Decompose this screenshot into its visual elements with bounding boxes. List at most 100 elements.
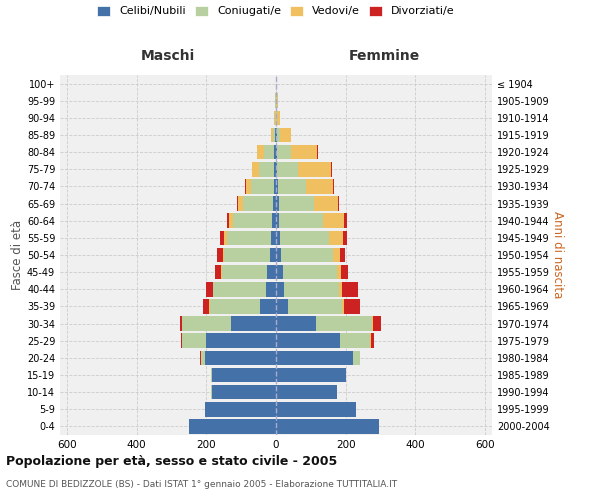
Bar [276, 385, 337, 400]
Bar [205, 402, 276, 416]
Bar [222, 265, 267, 280]
Bar [283, 265, 337, 280]
Bar [331, 162, 332, 176]
Bar [274, 145, 276, 160]
Bar [274, 162, 276, 176]
Text: Maschi: Maschi [141, 49, 195, 63]
Bar [277, 94, 278, 108]
Bar [251, 179, 274, 194]
Bar [316, 316, 372, 331]
Bar [271, 230, 276, 245]
Bar [338, 196, 339, 211]
Bar [212, 282, 213, 296]
Bar [229, 214, 233, 228]
Bar [238, 196, 243, 211]
Bar [276, 316, 316, 331]
Bar [344, 299, 359, 314]
Bar [227, 214, 229, 228]
Bar [340, 248, 344, 262]
Bar [215, 265, 221, 280]
Bar [373, 316, 381, 331]
Bar [231, 316, 276, 331]
Bar [277, 162, 298, 176]
Bar [342, 299, 344, 314]
Bar [223, 248, 224, 262]
Bar [340, 282, 342, 296]
Bar [276, 368, 346, 382]
Bar [371, 334, 374, 348]
Bar [270, 248, 276, 262]
Bar [276, 145, 277, 160]
Bar [206, 334, 276, 348]
Bar [281, 248, 334, 262]
Bar [276, 179, 278, 194]
Bar [337, 265, 341, 280]
Bar [274, 110, 275, 125]
Bar [276, 230, 280, 245]
Bar [182, 334, 206, 348]
Bar [224, 248, 270, 262]
Bar [276, 350, 353, 365]
Bar [251, 162, 259, 176]
Legend: Celibi/Nubili, Coniugati/e, Vedovi/e, Divorziati/e: Celibi/Nubili, Coniugati/e, Vedovi/e, Di… [97, 6, 455, 16]
Bar [272, 128, 275, 142]
Bar [221, 265, 222, 280]
Bar [353, 350, 359, 365]
Bar [372, 316, 373, 331]
Bar [276, 334, 340, 348]
Bar [182, 316, 231, 331]
Bar [291, 145, 317, 160]
Bar [280, 214, 323, 228]
Y-axis label: Anni di nascita: Anni di nascita [551, 212, 563, 298]
Bar [212, 385, 276, 400]
Bar [189, 419, 276, 434]
Bar [276, 419, 379, 434]
Bar [220, 230, 224, 245]
Bar [213, 282, 266, 296]
Y-axis label: Fasce di età: Fasce di età [11, 220, 24, 290]
Bar [276, 282, 284, 296]
Text: Femmine: Femmine [349, 49, 419, 63]
Bar [276, 162, 277, 176]
Bar [276, 128, 277, 142]
Bar [257, 145, 264, 160]
Bar [305, 179, 334, 194]
Bar [259, 162, 274, 176]
Bar [276, 214, 280, 228]
Bar [181, 334, 182, 348]
Bar [233, 214, 272, 228]
Bar [277, 128, 280, 142]
Text: Popolazione per età, sesso e stato civile - 2005: Popolazione per età, sesso e stato civil… [6, 455, 337, 468]
Bar [275, 128, 276, 142]
Bar [205, 350, 276, 365]
Bar [277, 110, 280, 125]
Bar [344, 214, 347, 228]
Text: COMUNE DI BEDIZZOLE (BS) - Dati ISTAT 1° gennaio 2005 - Elaborazione TUTTITALIA.: COMUNE DI BEDIZZOLE (BS) - Dati ISTAT 1°… [6, 480, 397, 489]
Bar [340, 334, 370, 348]
Bar [212, 368, 276, 382]
Bar [329, 230, 343, 245]
Bar [278, 179, 305, 194]
Bar [266, 282, 276, 296]
Bar [276, 265, 283, 280]
Bar [370, 334, 371, 348]
Bar [342, 282, 358, 296]
Bar [323, 214, 344, 228]
Bar [237, 196, 238, 211]
Bar [334, 248, 340, 262]
Bar [264, 145, 274, 160]
Bar [317, 145, 318, 160]
Bar [260, 299, 276, 314]
Bar [206, 282, 212, 296]
Bar [203, 299, 209, 314]
Bar [277, 145, 291, 160]
Bar [288, 299, 342, 314]
Bar [267, 265, 276, 280]
Bar [274, 179, 276, 194]
Bar [201, 350, 205, 365]
Bar [276, 299, 288, 314]
Bar [276, 248, 281, 262]
Bar [279, 196, 314, 211]
Bar [180, 316, 182, 331]
Bar [227, 230, 271, 245]
